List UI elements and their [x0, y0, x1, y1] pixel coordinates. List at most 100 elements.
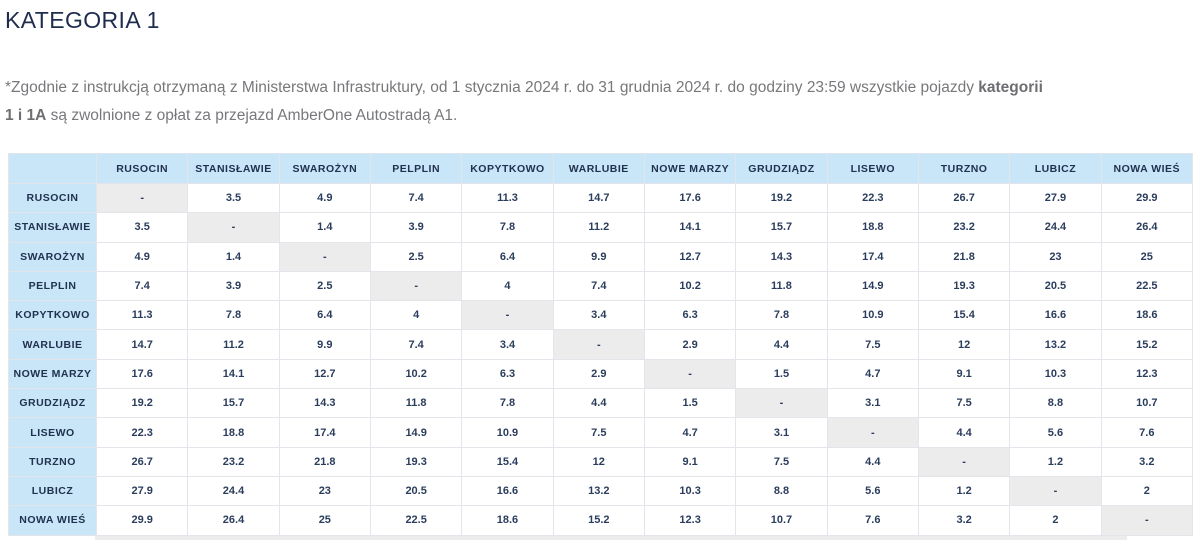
matrix-diagonal-cell: -	[1100, 505, 1194, 536]
matrix-diagonal-cell: -	[1009, 475, 1102, 507]
matrix-cell: 23.2	[917, 212, 1011, 243]
matrix-cell: 22.3	[95, 417, 189, 448]
matrix-cell: 15.4	[917, 300, 1011, 331]
column-header: PELPLIN	[369, 153, 463, 184]
matrix-cell: 3.5	[95, 212, 189, 243]
matrix-cell: 4.4	[552, 388, 645, 419]
row-header: LISEWO	[8, 417, 97, 448]
matrix-cell: 23	[278, 475, 371, 507]
matrix-cell: 14.3	[735, 241, 828, 272]
matrix-cell: 3.2	[917, 505, 1011, 536]
row-header: KOPYTKOWO	[8, 300, 97, 331]
matrix-cell: 19.2	[95, 388, 189, 419]
matrix-cell: 7.4	[369, 329, 463, 360]
matrix-cell: 3.5	[187, 182, 280, 214]
matrix-cell: 11.8	[369, 388, 463, 419]
row-header: LUBICZ	[8, 475, 97, 507]
matrix-diagonal-cell: -	[95, 182, 189, 214]
column-header: NOWA WIEŚ	[1100, 153, 1194, 184]
row-header: PELPLIN	[8, 270, 97, 302]
matrix-diagonal-cell: -	[643, 358, 737, 390]
matrix-cell: 9.1	[643, 446, 737, 477]
matrix-cell: 12.7	[643, 241, 737, 272]
column-header: LUBICZ	[1009, 153, 1102, 184]
matrix-cell: 10.2	[643, 270, 737, 302]
matrix-cell: 14.7	[552, 182, 645, 214]
matrix-cell: 6.3	[461, 358, 554, 390]
row-header: RUSOCIN	[8, 182, 97, 214]
matrix-cell: 15.7	[735, 212, 828, 243]
matrix-cell: 13.2	[552, 475, 645, 507]
matrix-cell: 11.2	[552, 212, 645, 243]
matrix-cell: 7.6	[1100, 417, 1194, 448]
matrix-cell: 27.9	[1009, 182, 1102, 214]
table-row: NOWA WIEŚ 29.9 26.4 25 22.5 18.6 15.2 12.3 10.7 7…	[8, 505, 1194, 536]
matrix-diagonal-cell: -	[917, 446, 1011, 477]
matrix-cell: 2	[1009, 505, 1102, 536]
row-header: STANISŁAWIE	[8, 212, 97, 243]
matrix-cell: 18.6	[461, 505, 554, 536]
column-header: KOPYTKOWO	[461, 153, 554, 184]
matrix-cell: 19.3	[917, 270, 1011, 302]
note-line1-text: *Zgodnie z instrukcją otrzymaną z Minist…	[5, 79, 979, 96]
matrix-cell: 9.9	[552, 241, 645, 272]
matrix-cell: 14.9	[826, 270, 919, 302]
matrix-cell: 5.6	[826, 475, 919, 507]
column-header: GRUDZIĄDZ	[735, 153, 828, 184]
matrix-cell: 12	[917, 329, 1011, 360]
table-row: NOWE MARZY 17.6 14.1 12.7 10.2 6.3 2.9-1.5 4.7 9…	[8, 358, 1194, 390]
row-header: NOWE MARZY	[8, 358, 97, 390]
table-row: KOPYTKOWO 11.3 7.8 6.4 4-3.4 6.3 7.8 10.9 15.4 16…	[8, 300, 1194, 331]
table-row: STANISŁAWIE 3.5-1.4 3.9 7.8 11.2 14.1 15.7 18.8…	[8, 212, 1194, 243]
matrix-cell: 14.1	[187, 358, 280, 390]
matrix-cell: 23	[1009, 241, 1102, 272]
matrix-cell: 19.2	[735, 182, 828, 214]
table-bottom-shadow	[95, 536, 1127, 540]
matrix-cell: 7.5	[552, 417, 645, 448]
matrix-cell: 26.4	[1100, 212, 1194, 243]
matrix-cell: 2.9	[643, 329, 737, 360]
matrix-cell: 7.8	[461, 388, 554, 419]
matrix-cell: 11.2	[187, 329, 280, 360]
matrix-cell: 18.6	[1100, 300, 1194, 331]
matrix-cell: 17.6	[95, 358, 189, 390]
table-row: WARLUBIE 14.7 11.2 9.9 7.4 3.4-2.9 4.4 7.5 12 13.…	[8, 329, 1194, 360]
matrix-cell: 18.8	[187, 417, 280, 448]
table-row: LISEWO 22.3 18.8 17.4 14.9 10.9 7.5 4.7 3.1-4.4 5…	[8, 417, 1194, 448]
row-header: WARLUBIE	[8, 329, 97, 360]
corner-cell	[8, 153, 97, 184]
matrix-cell: 14.9	[369, 417, 463, 448]
matrix-cell: 7.8	[735, 300, 828, 331]
matrix-cell: 3.2	[1100, 446, 1194, 477]
matrix-cell: 1.2	[1009, 446, 1102, 477]
matrix-cell: 26.7	[95, 446, 189, 477]
matrix-cell: 17.6	[643, 182, 737, 214]
matrix-cell: 6.4	[278, 300, 371, 331]
matrix-cell: 1.2	[917, 475, 1011, 507]
note-line2-bold: 1 i 1A	[5, 107, 47, 124]
matrix-cell: 27.9	[95, 475, 189, 507]
column-header: WARLUBIE	[552, 153, 645, 184]
table-row: RUSOCIN -3.5 4.9 7.4 11.3 14.7 17.6 19.2 22.3 26.…	[8, 182, 1194, 214]
matrix-cell: 3.9	[187, 270, 280, 302]
matrix-cell: 7.8	[187, 300, 280, 331]
matrix-cell: 17.4	[826, 241, 919, 272]
matrix-cell: 11.8	[735, 270, 828, 302]
matrix-cell: 25	[278, 505, 371, 536]
matrix-cell: 4.4	[917, 417, 1011, 448]
matrix-diagonal-cell: -	[278, 241, 371, 272]
matrix-cell: 25	[1100, 241, 1194, 272]
matrix-cell: 2.5	[369, 241, 463, 272]
matrix-cell: 22.3	[826, 182, 919, 214]
matrix-cell: 3.4	[461, 329, 554, 360]
matrix-cell: 5.6	[1009, 417, 1102, 448]
matrix-cell: 4.7	[826, 358, 919, 390]
matrix-cell: 4	[461, 270, 554, 302]
matrix-cell: 26.7	[917, 182, 1011, 214]
matrix-cell: 29.9	[1100, 182, 1194, 214]
matrix-cell: 3.9	[369, 212, 463, 243]
matrix-cell: 4.4	[826, 446, 919, 477]
matrix-cell: 7.8	[461, 212, 554, 243]
matrix-cell: 10.3	[643, 475, 737, 507]
matrix-cell: 2.5	[278, 270, 371, 302]
